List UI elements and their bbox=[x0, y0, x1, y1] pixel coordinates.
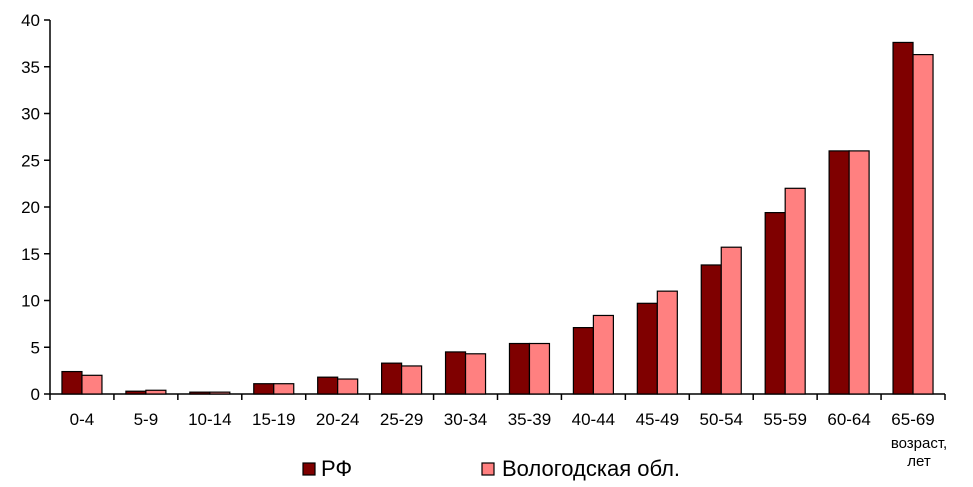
bar-rf-65-69 bbox=[892, 41, 914, 395]
x-tick-label: 15-19 bbox=[252, 410, 295, 429]
bar-vologda-30-34 bbox=[464, 353, 487, 395]
legend-label-vologda: Вологодская обл. bbox=[502, 456, 680, 481]
bar-vologda-60-64 bbox=[848, 150, 870, 395]
bar-vologda-45-49 bbox=[656, 290, 678, 395]
x-tick-label: 60-64 bbox=[827, 410, 870, 429]
y-tick-label: 35 bbox=[21, 58, 40, 77]
x-tick-label: 30-34 bbox=[444, 410, 487, 429]
y-tick-label: 20 bbox=[21, 198, 40, 217]
x-tick-label: 55-59 bbox=[763, 410, 806, 429]
bar-vologda-25-29 bbox=[401, 365, 423, 395]
bar-rf-15-19 bbox=[253, 383, 275, 395]
bar-rf-50-54 bbox=[700, 264, 722, 395]
bar-vologda-5-9 bbox=[145, 389, 167, 395]
bar-rf-60-64 bbox=[828, 150, 850, 395]
bar-rf-0-4 bbox=[61, 370, 83, 395]
x-axis-unit-label: возраст, лет bbox=[891, 435, 947, 470]
x-axis: 0-4 5-9 10-14 15-19 20-24 25-29 30-34 35-39 40-4… bbox=[49, 393, 946, 429]
bar-vologda-35-39 bbox=[528, 342, 551, 395]
x-tick-label: 50-54 bbox=[700, 410, 743, 429]
x-tick-label: 45-49 bbox=[636, 410, 679, 429]
bar-vologda-40-44 bbox=[592, 314, 614, 395]
legend: РФ Вологодская обл. bbox=[302, 456, 680, 481]
bar-rf-20-24 bbox=[317, 376, 339, 395]
y-tick-label: 25 bbox=[21, 151, 40, 170]
x-tick-label: 10-14 bbox=[188, 410, 231, 429]
legend-swatch-rf bbox=[302, 462, 316, 476]
bar-vologda-20-24 bbox=[337, 378, 359, 395]
y-tick-label: 40 bbox=[21, 11, 40, 30]
y-tick-label: 0 bbox=[31, 385, 40, 404]
bar-vologda-10-14 bbox=[209, 391, 231, 395]
x-tick-label: 0-4 bbox=[70, 410, 95, 429]
bar-rf-45-49 bbox=[636, 302, 658, 395]
x-tick-label: 65-69 bbox=[891, 410, 934, 429]
y-tick-label: 10 bbox=[21, 292, 40, 311]
bar-rf-5-9 bbox=[125, 390, 147, 395]
bars bbox=[61, 41, 934, 395]
bar-vologda-0-4 bbox=[81, 374, 103, 395]
x-tick-label: 25-29 bbox=[380, 410, 423, 429]
legend-label-rf: РФ bbox=[321, 456, 352, 481]
bar-rf-25-29 bbox=[381, 362, 403, 395]
y-tick-label: 5 bbox=[31, 338, 40, 357]
y-tick-label: 30 bbox=[21, 105, 40, 124]
y-tick-label: 15 bbox=[21, 245, 40, 264]
x-tick-label: 40-44 bbox=[572, 410, 615, 429]
x-tick-label: 35-39 bbox=[508, 410, 551, 429]
bar-rf-40-44 bbox=[572, 327, 594, 395]
y-axis: 0 5 10 15 20 25 30 35 40 bbox=[21, 11, 51, 404]
bar-vologda-50-54 bbox=[720, 246, 742, 395]
bar-rf-10-14 bbox=[189, 391, 211, 395]
x-tick-label: 5-9 bbox=[134, 410, 159, 429]
bar-vologda-55-59 bbox=[784, 187, 806, 395]
bar-rf-30-34 bbox=[444, 351, 467, 395]
bar-rf-35-39 bbox=[508, 342, 531, 395]
x-tick-label: 20-24 bbox=[316, 410, 359, 429]
legend-swatch-vologda bbox=[481, 462, 495, 476]
bar-vologda-15-19 bbox=[273, 383, 295, 395]
bar-rf-55-59 bbox=[764, 212, 786, 395]
bar-vologda-65-69 bbox=[912, 53, 934, 395]
